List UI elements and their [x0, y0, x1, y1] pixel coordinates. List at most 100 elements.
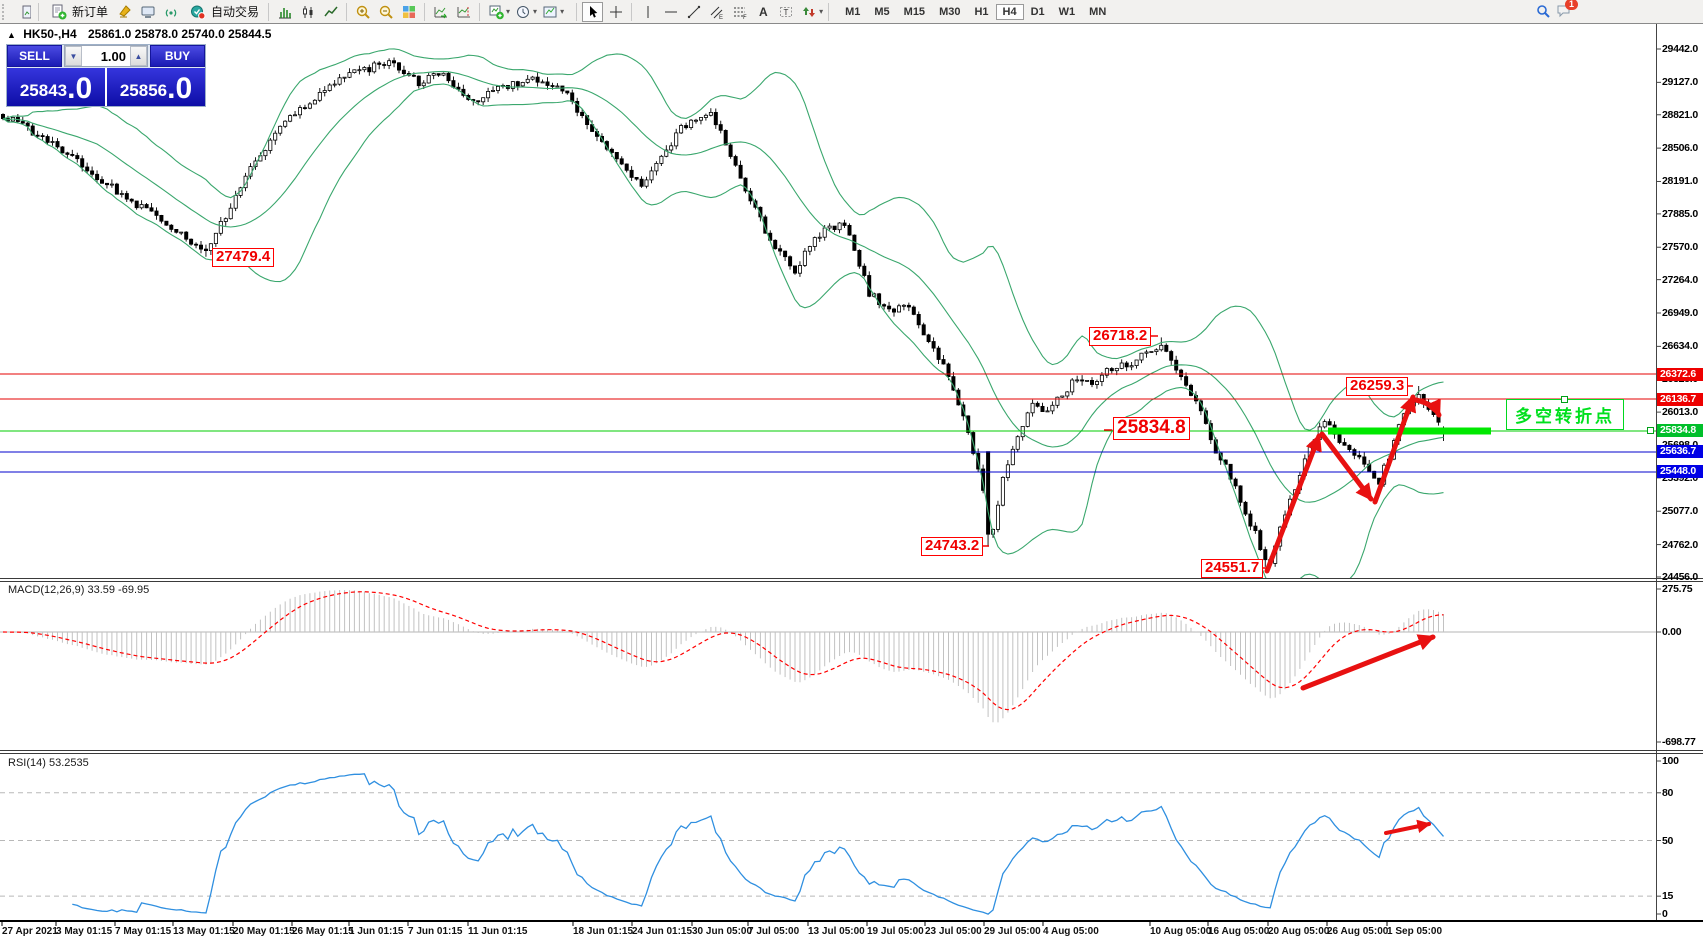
candle-body — [644, 179, 649, 187]
text-label-tool-icon[interactable]: T — [775, 2, 796, 22]
sell-price[interactable]: 25843 .0 — [7, 68, 105, 106]
candle-body — [1099, 374, 1104, 382]
tf-M15[interactable]: M15 — [903, 5, 926, 18]
new-order-label: 新订单 — [72, 5, 109, 19]
auto-scroll-icon[interactable] — [430, 2, 451, 22]
candle-body — [827, 225, 832, 229]
chevron-down-icon[interactable]: ▾ — [533, 7, 538, 16]
trendline-tool-icon[interactable] — [683, 2, 704, 22]
candle-body — [906, 304, 911, 308]
toolbar-grip[interactable] — [2, 3, 8, 20]
candle-body — [664, 149, 669, 157]
auto-trading-button[interactable]: 自动交易 — [183, 2, 263, 22]
candle-body — [387, 60, 392, 66]
styler-icon[interactable] — [114, 2, 135, 22]
candle-body — [634, 176, 639, 180]
candle-body — [926, 334, 931, 342]
candle-body — [1040, 405, 1045, 412]
candle-body — [916, 313, 921, 326]
fibonacci-tool-icon[interactable]: F — [729, 2, 750, 22]
candle-body — [609, 148, 614, 153]
candle-body — [194, 243, 199, 246]
candle-body — [377, 62, 382, 65]
chat-icon[interactable]: 1 — [1553, 0, 1579, 21]
zoom-out-icon[interactable] — [375, 2, 396, 22]
candle-body — [85, 166, 90, 172]
line-chart-icon[interactable] — [320, 2, 341, 22]
candle-body — [481, 97, 486, 103]
candle-body — [169, 224, 174, 230]
tf-MN[interactable]: MN — [1089, 5, 1107, 18]
candle-body — [486, 91, 491, 99]
buy-price[interactable]: 25856 .0 — [107, 68, 205, 106]
candle-body — [1055, 396, 1060, 406]
candle-body — [649, 170, 654, 181]
candle-body — [327, 84, 332, 91]
template-icon[interactable] — [539, 2, 560, 22]
candle-body — [302, 107, 307, 109]
candle-body — [495, 86, 500, 91]
candle-body — [436, 73, 441, 76]
vertical-line-tool-icon[interactable] — [637, 2, 658, 22]
candle-body — [1139, 352, 1144, 361]
volume-down-button[interactable]: ▼ — [65, 46, 82, 66]
candle-body — [1045, 410, 1050, 413]
candle-body — [1090, 379, 1095, 385]
candle-body — [1233, 478, 1238, 487]
candle-body — [822, 227, 827, 238]
candlestick-chart-icon[interactable] — [297, 2, 318, 22]
tf-W1[interactable]: W1 — [1058, 5, 1076, 18]
horizontal-line-tool-icon[interactable] — [660, 2, 681, 22]
candle-body — [738, 164, 743, 179]
chevron-down-icon[interactable]: ▾ — [560, 7, 565, 16]
new-chart-icon[interactable] — [485, 2, 506, 22]
text-tool-icon[interactable]: A — [752, 2, 773, 22]
buy-price-main: 25856 — [119, 81, 168, 100]
tf-M30[interactable]: M30 — [939, 5, 961, 18]
equidistant-channel-tool-icon[interactable]: E — [706, 2, 727, 22]
sell-button[interactable]: SELL — [7, 45, 62, 67]
candle-body — [456, 86, 461, 90]
chevron-down-icon[interactable]: ▾ — [819, 7, 824, 16]
new-order-button[interactable]: 新订单 — [44, 2, 112, 22]
candle-body — [911, 306, 916, 315]
bar-chart-icon[interactable] — [274, 2, 295, 22]
candle-body — [1248, 513, 1253, 527]
volume-input[interactable]: 1.00 — [100, 48, 126, 64]
tf-M1[interactable]: M1 — [845, 5, 861, 18]
period-clock-icon[interactable] — [512, 2, 533, 22]
zoom-in-icon[interactable] — [352, 2, 373, 22]
candle-body — [931, 341, 936, 349]
candle-body — [20, 121, 25, 124]
candle-body — [25, 122, 30, 127]
candle-body — [723, 129, 728, 146]
arrows-tool-icon[interactable] — [798, 2, 819, 22]
tile-windows-icon[interactable] — [398, 2, 419, 22]
chevron-down-icon[interactable]: ▾ — [506, 7, 511, 16]
signal-icon[interactable] — [160, 2, 181, 22]
chart-shift-icon[interactable] — [453, 2, 474, 22]
candle-body — [105, 182, 110, 186]
tf-H4[interactable]: H4 — [995, 3, 1024, 20]
candle-body — [218, 220, 223, 234]
symbol-collapse-icon[interactable]: ▲ — [7, 30, 16, 40]
tf-D1[interactable]: D1 — [1030, 5, 1045, 18]
crosshair-tool-icon[interactable] — [605, 2, 626, 22]
buy-button[interactable]: BUY — [150, 45, 205, 67]
svg-text:A: A — [759, 5, 768, 19]
volume-up-button[interactable]: ▲ — [130, 46, 147, 66]
chart-window-icon[interactable] — [12, 2, 33, 22]
trend-arrow — [1264, 433, 1322, 574]
candle-body — [1179, 369, 1184, 378]
candle-body — [783, 250, 788, 258]
cursor-tool-icon[interactable] — [582, 1, 604, 22]
tf-M5[interactable]: M5 — [874, 5, 890, 18]
tf-H1[interactable]: H1 — [974, 5, 989, 18]
candle-body — [520, 82, 525, 87]
search-icon[interactable] — [1532, 1, 1553, 21]
candle-body — [90, 170, 95, 175]
candle-body — [317, 92, 322, 101]
candle-body — [946, 363, 951, 378]
terminal-icon[interactable] — [137, 2, 158, 22]
